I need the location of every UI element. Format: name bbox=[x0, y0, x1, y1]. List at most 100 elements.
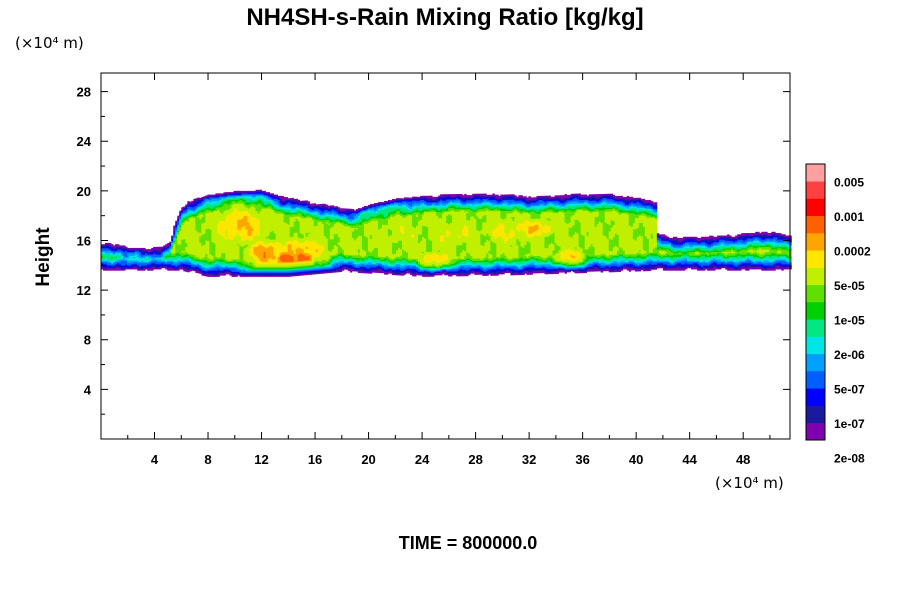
field-cell bbox=[484, 269, 487, 273]
field-cell bbox=[243, 190, 246, 193]
field-cell bbox=[253, 192, 256, 194]
field-cell bbox=[546, 271, 549, 273]
field-cell bbox=[367, 207, 371, 210]
field-cell bbox=[379, 208, 383, 210]
field-cell bbox=[580, 209, 584, 235]
field-cell bbox=[325, 271, 329, 274]
field-cell bbox=[516, 197, 519, 200]
field-cell bbox=[530, 266, 533, 270]
field-cell bbox=[307, 212, 311, 215]
field-cell bbox=[231, 204, 234, 213]
field-cell bbox=[558, 261, 561, 263]
field-cell bbox=[247, 190, 250, 193]
field-cell bbox=[540, 199, 543, 204]
field-cell bbox=[307, 253, 311, 257]
field-cell bbox=[221, 195, 224, 198]
field-cell bbox=[223, 269, 226, 272]
field-cell bbox=[412, 206, 415, 210]
field-cell bbox=[245, 267, 248, 271]
field-cell bbox=[191, 267, 194, 270]
field-cell bbox=[492, 197, 495, 201]
field-cell bbox=[476, 258, 479, 262]
field-cell bbox=[371, 216, 375, 219]
field-cell bbox=[331, 216, 335, 221]
field-cell bbox=[359, 265, 363, 267]
field-cell bbox=[343, 266, 347, 270]
field-cell bbox=[373, 217, 377, 221]
field-cell bbox=[343, 208, 347, 212]
field-cell bbox=[454, 270, 457, 273]
field-cell bbox=[496, 200, 499, 204]
field-cell bbox=[227, 260, 230, 262]
field-cell bbox=[297, 269, 301, 271]
field-cell bbox=[484, 202, 487, 204]
field-cell bbox=[353, 228, 357, 241]
field-cell bbox=[446, 204, 449, 208]
field-cell bbox=[486, 264, 489, 268]
field-cell bbox=[257, 272, 260, 275]
field-cell bbox=[113, 267, 116, 271]
field-cell bbox=[277, 203, 281, 207]
field-cell bbox=[584, 261, 588, 265]
field-cell bbox=[177, 215, 180, 219]
field-cell bbox=[552, 204, 555, 206]
field-cell bbox=[295, 267, 299, 269]
field-cell bbox=[512, 199, 515, 203]
field-cell bbox=[504, 232, 507, 244]
field-cell bbox=[566, 202, 569, 205]
field-cell bbox=[548, 204, 551, 208]
field-cell bbox=[277, 241, 281, 258]
field-cell bbox=[592, 195, 596, 199]
field-cell bbox=[179, 260, 182, 262]
field-cell bbox=[460, 260, 463, 264]
field-cell bbox=[506, 198, 509, 200]
field-cell bbox=[412, 273, 415, 277]
field-cell bbox=[478, 258, 481, 262]
field-cell bbox=[345, 254, 349, 258]
field-cell bbox=[604, 265, 608, 268]
field-cell bbox=[125, 264, 128, 267]
field-cell bbox=[438, 207, 441, 211]
field-cell bbox=[247, 275, 250, 277]
field-cell bbox=[530, 269, 533, 273]
field-cell bbox=[335, 211, 339, 215]
field-cell bbox=[426, 209, 429, 212]
field-cell bbox=[596, 207, 600, 210]
field-cell bbox=[498, 259, 501, 261]
field-cell bbox=[257, 257, 260, 265]
field-cell bbox=[412, 203, 415, 207]
field-cell bbox=[279, 267, 283, 270]
field-cell bbox=[115, 267, 118, 271]
field-cell bbox=[488, 261, 491, 265]
field-cell bbox=[111, 254, 114, 258]
field-cell bbox=[101, 247, 104, 251]
field-cell bbox=[594, 196, 598, 200]
field-cell bbox=[245, 198, 248, 203]
field-cell bbox=[436, 201, 439, 205]
field-cell bbox=[590, 206, 594, 210]
field-cell bbox=[249, 271, 252, 274]
field-cell bbox=[315, 256, 319, 261]
field-cell bbox=[297, 273, 301, 275]
field-cell bbox=[223, 266, 226, 269]
field-cell bbox=[217, 273, 220, 277]
field-cell bbox=[257, 195, 260, 198]
field-cell bbox=[311, 213, 315, 217]
field-cell bbox=[400, 259, 403, 261]
field-cell bbox=[219, 267, 222, 271]
field-cell bbox=[161, 256, 164, 261]
field-cell bbox=[301, 234, 305, 239]
field-cell bbox=[414, 264, 417, 267]
field-cell bbox=[482, 260, 485, 263]
field-cell bbox=[504, 271, 507, 274]
field-cell bbox=[221, 272, 224, 276]
field-cell bbox=[221, 267, 224, 271]
field-cell bbox=[381, 205, 385, 208]
field-cell bbox=[311, 270, 315, 273]
field-cell bbox=[269, 204, 272, 207]
field-cell bbox=[398, 198, 401, 200]
field-cell bbox=[464, 224, 467, 237]
field-cell bbox=[273, 200, 276, 204]
field-cell bbox=[353, 221, 357, 225]
field-cell bbox=[391, 242, 395, 254]
